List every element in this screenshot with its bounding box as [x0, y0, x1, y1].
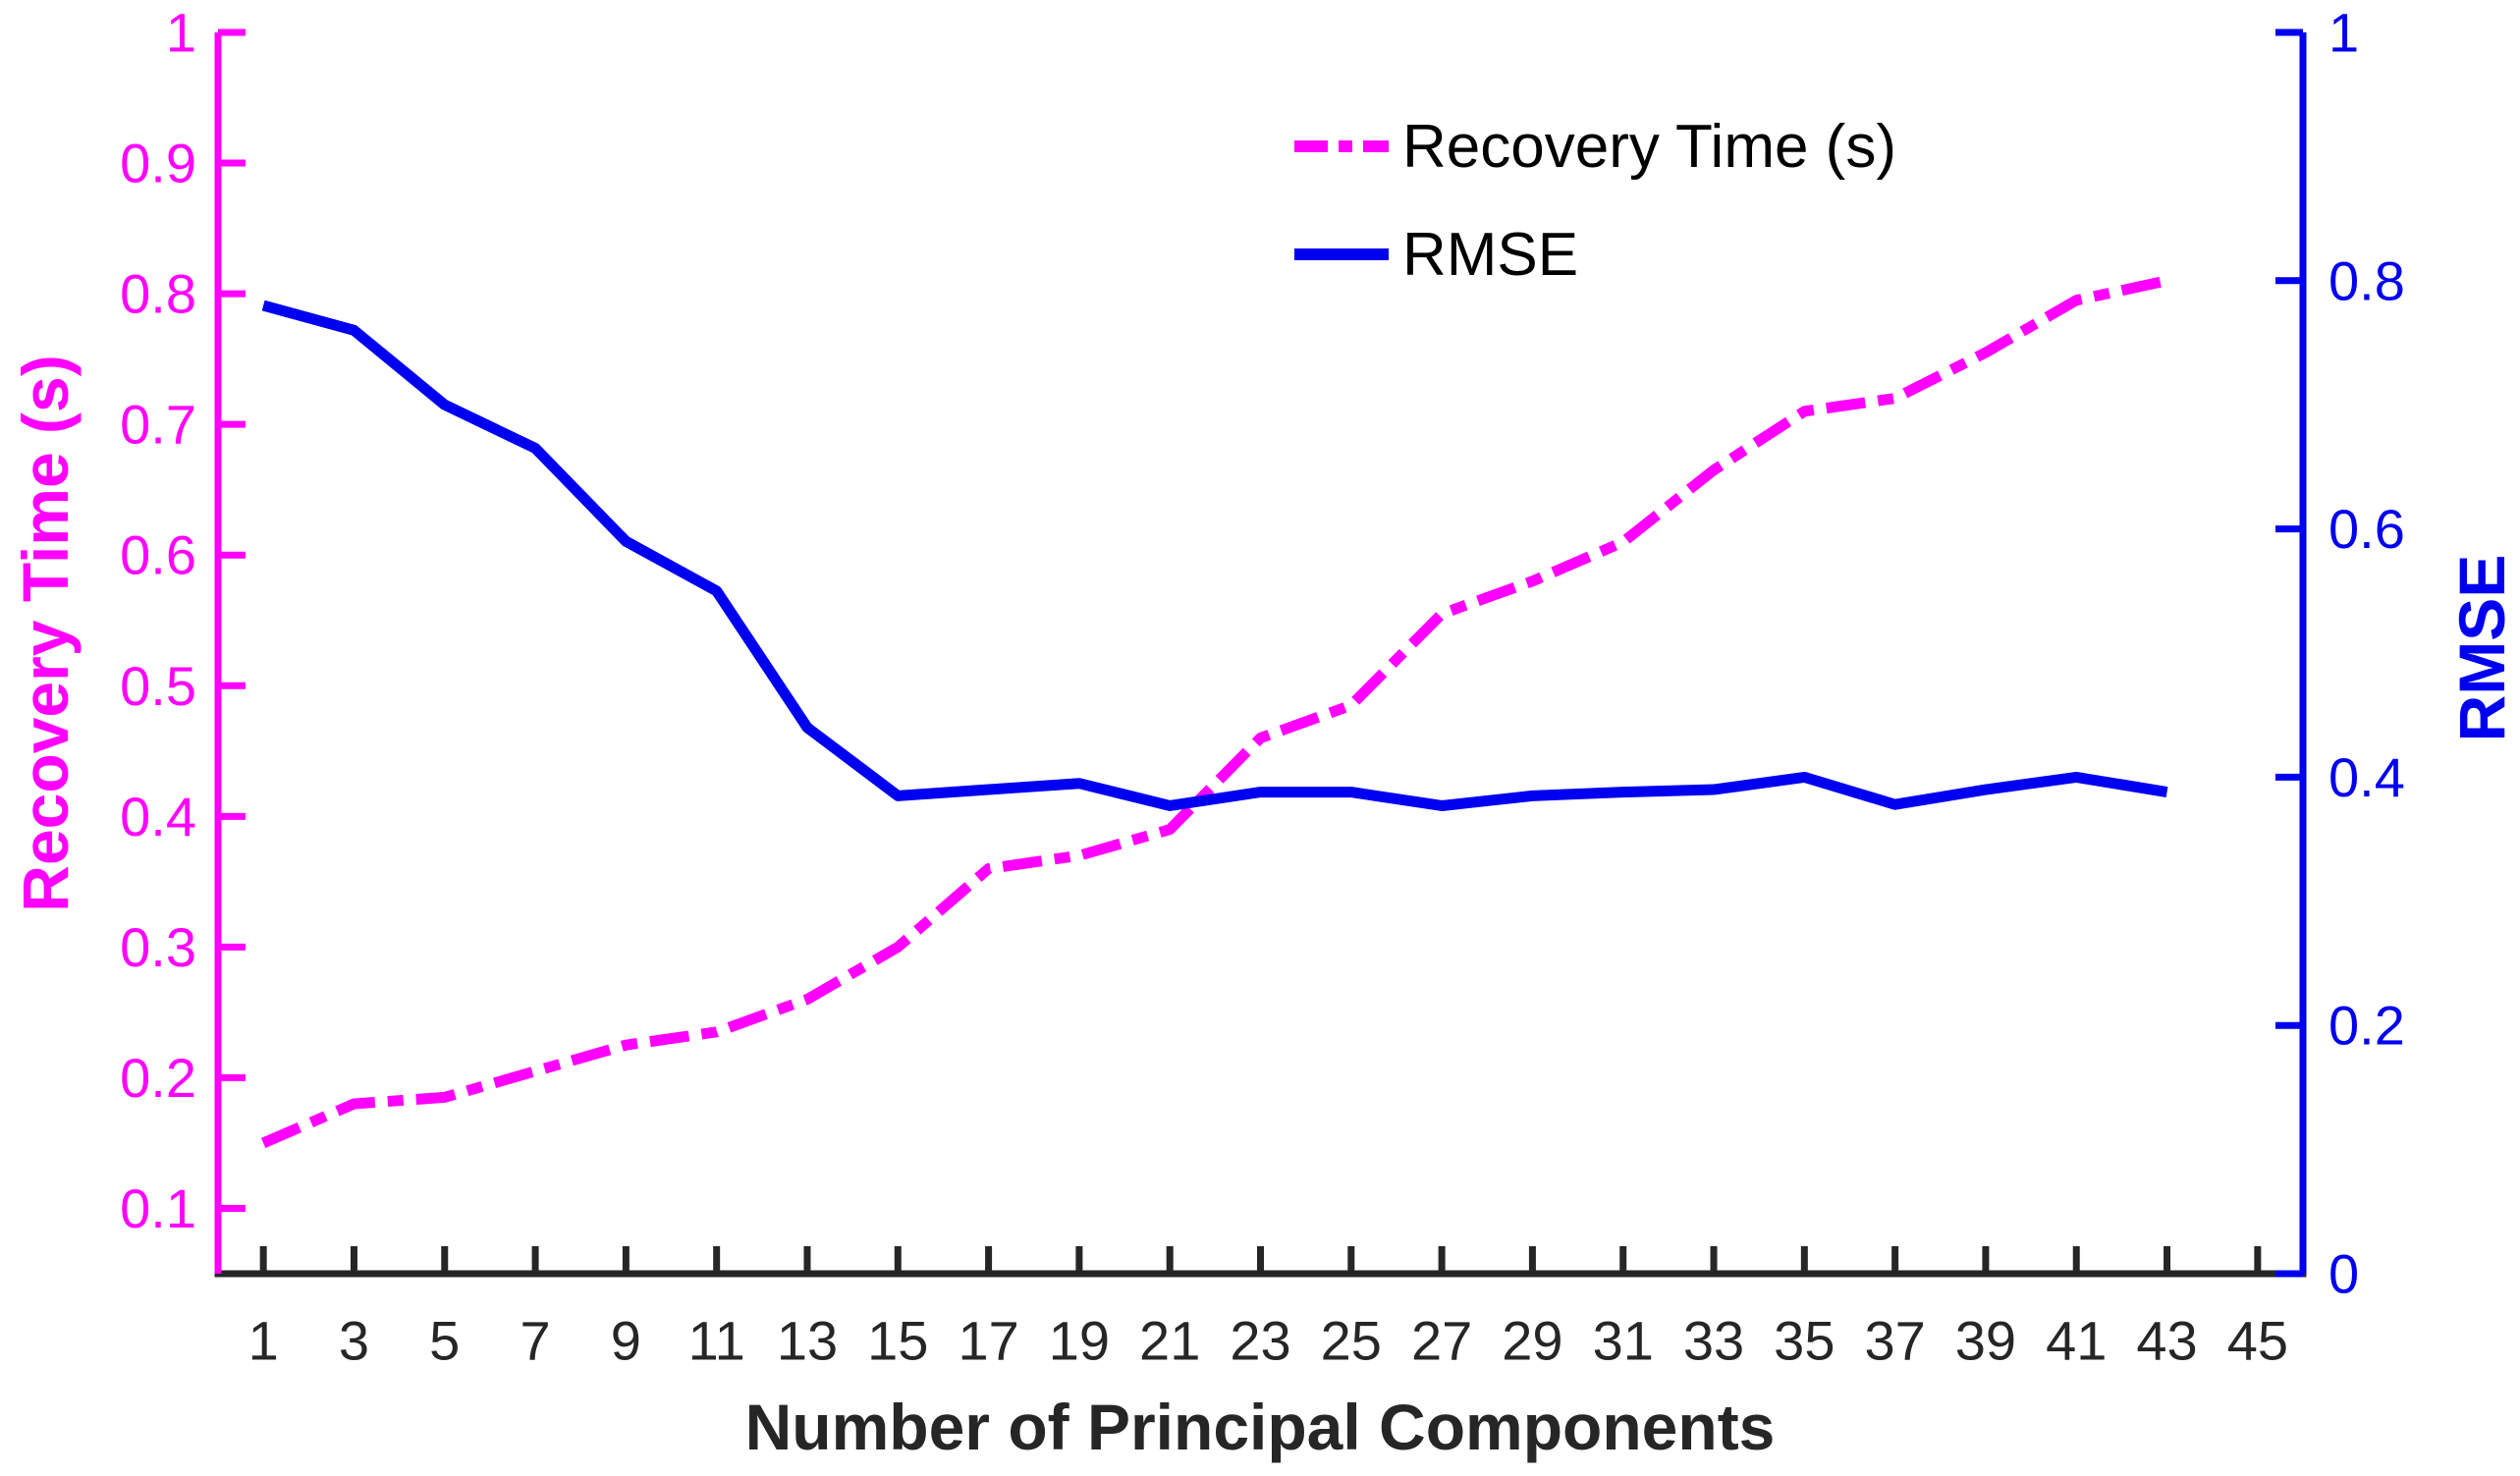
legend-rmse-line-sample — [1294, 248, 1389, 260]
x-tick-label: 17 — [958, 1310, 1018, 1372]
x-tick-label: 37 — [1864, 1310, 1925, 1372]
legend-label-rmse: RMSE — [1402, 220, 1579, 289]
x-tick-label: 41 — [2046, 1310, 2107, 1372]
left-y-tick-label: 0.6 — [120, 524, 196, 586]
left-y-tick-label: 0.5 — [120, 655, 196, 717]
x-tick-label: 39 — [1955, 1310, 2016, 1372]
right-y-axis-title: RMSE — [2445, 554, 2518, 742]
x-tick-label: 9 — [611, 1310, 641, 1372]
left-y-axis-title: Recovery Time (s) — [9, 355, 82, 912]
x-tick-label: 7 — [520, 1310, 550, 1372]
legend-label-recovery-time: Recovery Time (s) — [1402, 112, 1896, 181]
x-tick-label: 25 — [1321, 1310, 1382, 1372]
left-y-tick-label: 0.2 — [120, 1047, 196, 1109]
x-tick-label: 45 — [2227, 1310, 2288, 1372]
x-tick-label: 19 — [1049, 1310, 1110, 1372]
left-y-tick-label: 0.3 — [120, 916, 196, 978]
right-y-tick-label: 0.2 — [2328, 995, 2405, 1057]
left-y-tick-label: 0.7 — [120, 394, 196, 456]
x-axis-title: Number of Principal Components — [744, 1391, 1776, 1463]
rmse-line — [261, 300, 2168, 811]
x-tick-label: 11 — [688, 1310, 745, 1372]
x-tick-label: 31 — [1593, 1310, 1654, 1372]
right-y-tick-label: 1 — [2328, 2, 2359, 64]
right-y-tick-label: 0.8 — [2328, 249, 2405, 311]
x-tick-label: 5 — [429, 1310, 460, 1372]
x-tick-label: 43 — [2136, 1310, 2197, 1372]
legend-entry-rmse: RMSE — [1294, 200, 1896, 308]
left-y-tick-label: 0.4 — [120, 786, 196, 847]
x-tick-label: 21 — [1139, 1310, 1200, 1372]
x-tick-label: 13 — [777, 1310, 838, 1372]
recovery-time-line — [260, 275, 2168, 1148]
left-y-tick-label: 1 — [166, 2, 196, 64]
legend-entry-recovery-time: Recovery Time (s) — [1294, 92, 1896, 200]
legend-recovery-line-sample — [1294, 140, 1389, 152]
right-y-tick-label: 0 — [2328, 1243, 2359, 1305]
x-tick-label: 29 — [1502, 1310, 1562, 1372]
x-tick-label: 15 — [867, 1310, 928, 1372]
x-tick-label: 3 — [339, 1310, 369, 1372]
right-y-tick-label: 0.4 — [2328, 746, 2405, 808]
x-tick-label: 27 — [1411, 1310, 1472, 1372]
x-tick-label: 23 — [1230, 1310, 1290, 1372]
legend: Recovery Time (s) RMSE — [1294, 92, 1896, 308]
right-y-tick-label: 0.6 — [2328, 498, 2405, 560]
left-y-tick-label: 0.9 — [120, 133, 196, 194]
left-y-tick-label: 0.1 — [120, 1177, 196, 1239]
x-tick-label: 33 — [1683, 1310, 1744, 1372]
x-tick-label: 1 — [248, 1310, 279, 1372]
x-tick-label: 35 — [1774, 1310, 1835, 1372]
left-y-tick-label: 0.8 — [120, 263, 196, 325]
